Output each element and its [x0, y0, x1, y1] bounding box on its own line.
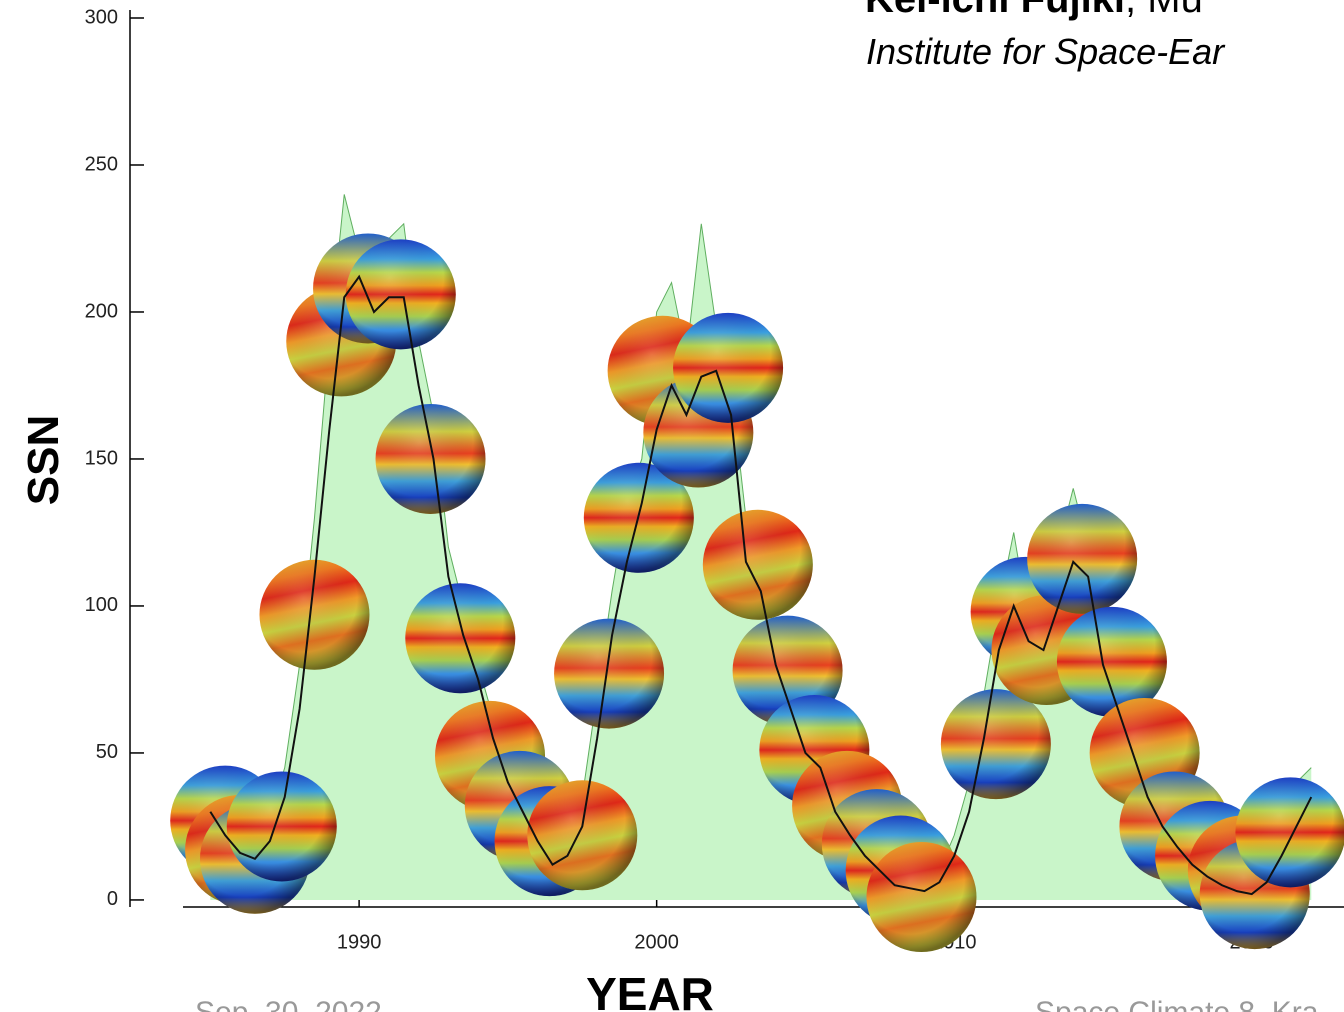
- footer-event: Space Climate 8, Kra: [1035, 996, 1319, 1012]
- globe-shade: [405, 583, 515, 693]
- y-tick-label: 300: [85, 6, 118, 28]
- globe: [346, 239, 456, 349]
- globe-shade: [346, 239, 456, 349]
- globe-shade: [376, 404, 486, 514]
- globe-shade: [554, 619, 664, 729]
- globe: [703, 510, 813, 620]
- globe-shade: [941, 689, 1051, 799]
- x-axis-title: YEAR: [586, 968, 714, 1012]
- y-axis-title: SSN: [19, 415, 68, 505]
- globe: [227, 771, 337, 881]
- globe-shade: [703, 510, 813, 620]
- chart: Kei-ichi Fujiki, Mu Institute for Space-…: [0, 0, 1344, 1012]
- y-tick-label: 200: [85, 300, 118, 322]
- author: Kei-ichi Fujiki: [865, 0, 1125, 21]
- globe: [941, 689, 1051, 799]
- globe: [554, 619, 664, 729]
- author-line: Kei-ichi Fujiki, Mu: [865, 0, 1203, 21]
- y-tick-label: 50: [96, 741, 118, 763]
- globe: [1027, 504, 1137, 614]
- globe: [1235, 777, 1344, 887]
- globe-shade: [866, 842, 976, 952]
- footer-date: Sep. 30, 2022: [195, 996, 382, 1012]
- globe-shade: [1027, 504, 1137, 614]
- y-tick-label: 250: [85, 153, 118, 175]
- globe-shade: [227, 771, 337, 881]
- affiliation: Institute for Space-Ear: [866, 31, 1226, 72]
- x-tick-label: 1990: [337, 931, 382, 953]
- globe-shade: [1235, 777, 1344, 887]
- y-tick-label: 150: [85, 447, 118, 469]
- globe: [376, 404, 486, 514]
- globe: [405, 583, 515, 693]
- globe: [866, 842, 976, 952]
- x-tick-label: 2000: [634, 931, 679, 953]
- globe-shade: [527, 780, 637, 890]
- y-tick-label: 100: [85, 594, 118, 616]
- globe: [527, 780, 637, 890]
- author-rest: , Mu: [1125, 0, 1203, 21]
- y-tick-label: 0: [107, 888, 118, 910]
